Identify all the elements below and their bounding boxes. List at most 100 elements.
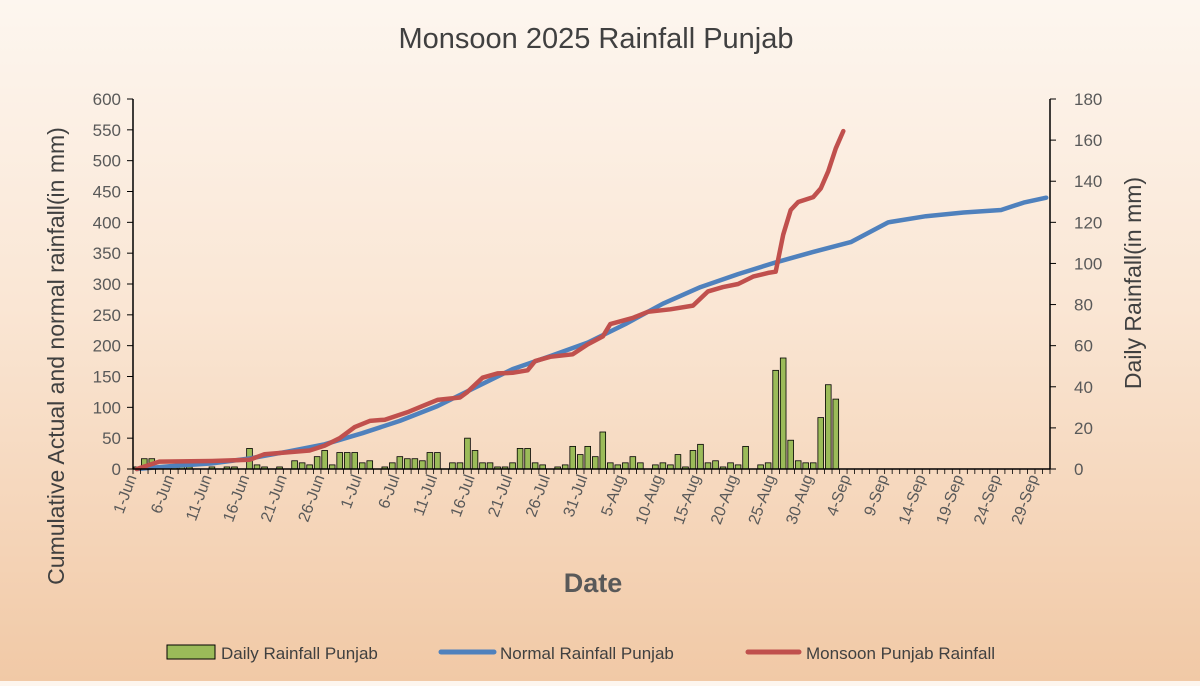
y-right-tick-label: 60 (1074, 337, 1093, 356)
bar-daily-rainfall (486, 462, 494, 470)
x-tick-label: 30-Aug (783, 473, 817, 527)
y-left-tick-label: 300 (93, 275, 121, 294)
x-tick-label: 4-Sep (824, 472, 855, 518)
y-left-tick-label: 250 (93, 306, 121, 325)
bar-daily-rainfall (742, 445, 749, 470)
bar-daily-rainfall (599, 431, 607, 470)
legend-label-normal: Normal Rainfall Punjab (500, 644, 674, 663)
y-axis-left-label: Cumulative Actual and normal rainfall(in… (43, 127, 69, 585)
y-left-tick-label: 400 (93, 213, 121, 232)
x-tick-label: 10-Aug (633, 473, 667, 527)
bar-daily-rainfall (426, 452, 434, 470)
y-right-tick-label: 100 (1074, 254, 1102, 273)
bar-daily-rainfall (592, 456, 599, 470)
bar-daily-rainfall (321, 450, 328, 470)
bar-daily-rainfall (343, 452, 351, 470)
bar-daily-rainfall (576, 454, 584, 470)
x-tick-label: 6-Jun (148, 473, 178, 516)
bar-daily-rainfall (351, 452, 358, 470)
bar-daily-rainfall (456, 462, 464, 470)
y-left-tick-label: 600 (93, 90, 121, 109)
y-left-tick-label: 100 (93, 398, 121, 417)
y-left-tick-label: 50 (102, 429, 121, 448)
y-right-tick-label: 160 (1074, 131, 1102, 150)
y-left-tick-label: 450 (93, 183, 121, 202)
bar-daily-rainfall (697, 443, 704, 470)
bar-daily-rainfall (479, 462, 486, 470)
bar-daily-rainfall (396, 456, 404, 470)
y-left-tick-label: 0 (112, 460, 121, 479)
y-axis-right-label: Daily Rainfall(in mm) (1120, 177, 1146, 389)
x-tick-label: 20-Aug (708, 473, 742, 527)
y-right-tick-label: 80 (1074, 296, 1093, 315)
bar-daily-rainfall (659, 462, 667, 470)
x-tick-label: 21-Jun (258, 473, 291, 525)
line-normal-rainfall (134, 195, 1049, 472)
bar-daily-rainfall (787, 439, 794, 470)
bar-daily-rainfall (531, 462, 539, 470)
bar-daily-rainfall (712, 460, 719, 470)
bar-daily-rainfall (434, 452, 441, 470)
bar-daily-rainfall (336, 452, 343, 470)
y-right-tick-label: 40 (1074, 378, 1093, 397)
y-right-tick-label: 0 (1074, 460, 1083, 479)
x-tick-label: 31-Jul (561, 473, 592, 520)
bar-daily-rainfall (584, 445, 591, 470)
x-tick-label: 26-Jun (296, 473, 329, 525)
bar-daily-rainfall (817, 417, 825, 470)
bar-daily-rainfall (607, 462, 614, 470)
y-left-tick-label: 550 (93, 121, 121, 140)
bar-daily-rainfall (524, 448, 531, 470)
bar-daily-rainfall (622, 462, 629, 470)
bar-daily-rainfall (419, 460, 426, 470)
bar-daily-rainfall (689, 450, 697, 470)
bar-daily-rainfall (637, 462, 644, 470)
bar-daily-rainfall (298, 462, 306, 470)
x-tick-label: 11-Jul (411, 473, 441, 519)
bar-daily-rainfall (779, 357, 787, 470)
bar-daily-rainfall (358, 462, 366, 470)
y-right-tick-label: 180 (1074, 90, 1102, 109)
x-tick-label: 26-Jul (523, 473, 554, 520)
bar-daily-rainfall (809, 462, 817, 470)
y-right-tick-label: 140 (1074, 172, 1102, 191)
x-tick-label: 1-Jun (111, 473, 141, 516)
bar-daily-rainfall (389, 462, 396, 470)
x-tick-label: 9-Sep (862, 472, 893, 518)
x-tick-label: 16-Jun (221, 473, 254, 525)
bar-daily-rainfall (772, 369, 779, 470)
bar-daily-rainfall (411, 458, 419, 470)
bar-daily-rainfall (471, 450, 479, 470)
line-actual-rainfall (134, 128, 846, 472)
bar-daily-rainfall (794, 460, 802, 470)
x-tick-label: 24-Sep (971, 472, 1005, 526)
chart-title: Monsoon 2025 Rainfall Punjab (399, 23, 794, 55)
bar-daily-rainfall (404, 458, 411, 470)
x-tick-label: 6-Jul (376, 473, 404, 511)
x-tick-label: 16-Jul (448, 473, 479, 520)
x-tick-label: 29-Sep (1009, 472, 1043, 526)
x-tick-label: 14-Sep (896, 472, 930, 526)
y-left-tick-label: 150 (93, 368, 121, 387)
bar-daily-rainfall (629, 456, 637, 470)
bar-daily-rainfall (569, 445, 576, 470)
bar-daily-rainfall (704, 462, 712, 470)
y-right-tick-label: 20 (1074, 419, 1093, 438)
bar-daily-rainfall (802, 462, 809, 470)
bar-daily-rainfall (516, 448, 524, 470)
x-tick-label: 11-Jun (183, 473, 215, 524)
x-axis-label: Date (564, 568, 623, 598)
series-lines (134, 128, 1049, 472)
bar-daily-rainfall (674, 454, 682, 470)
bar-daily-rainfall (366, 460, 374, 470)
bar-daily-rainfall (509, 462, 516, 470)
x-tick-label: 25-Aug (746, 473, 780, 527)
bar-daily-rainfall (449, 462, 456, 470)
bar-daily-rainfall (764, 462, 772, 470)
x-tick-label: 1-Jul (338, 473, 366, 511)
x-tick-label: 5-Aug (599, 473, 630, 519)
x-tick-label: 19-Sep (934, 472, 968, 526)
bar-daily-rainfall (464, 437, 471, 470)
